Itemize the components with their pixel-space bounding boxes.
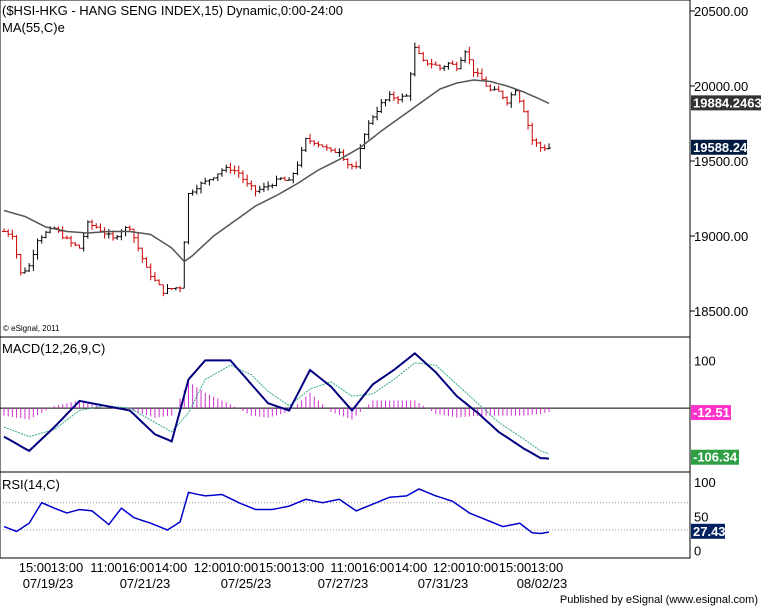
- time-axis-label: 10:00: [226, 560, 259, 575]
- macd-title: MACD(12,26,9,C): [2, 341, 105, 356]
- date-axis-label: 07/31/23: [418, 576, 469, 591]
- date-axis-label: 07/27/23: [318, 576, 369, 591]
- copyright-label: © eSignal, 2011: [3, 324, 60, 333]
- macd-layer: [0, 351, 690, 460]
- time-axis-label: 13:00: [531, 560, 564, 575]
- price-axis-label: 20000.00: [694, 79, 748, 94]
- time-axis-label: 14:00: [395, 560, 428, 575]
- rsi-axis-label: 50: [694, 509, 708, 524]
- price-panel-frame: [0, 0, 691, 338]
- ma-55-line: [3, 79, 550, 263]
- ma-indicator-label: MA(55,C)e: [2, 20, 65, 35]
- price-title: ($HSI-HKG - HANG SENG INDEX,15) Dynamic,…: [2, 3, 343, 18]
- macd-line: [3, 351, 550, 460]
- date-axis-label: 07/19/23: [23, 576, 74, 591]
- time-axis-label: 15:00: [259, 560, 292, 575]
- rsi-panel-frame: [0, 471, 691, 559]
- time-axis-label: 16:00: [362, 560, 395, 575]
- time-axis-label: 13:00: [292, 560, 325, 575]
- price-axis-label: 19000.00: [694, 229, 748, 244]
- ma-last-value-tag-bg: [691, 95, 761, 111]
- rsi-axis-label: 100: [694, 475, 716, 490]
- time-axis-label: 12:00: [433, 560, 466, 575]
- rsi-last-tag: 27.43: [693, 524, 726, 539]
- date-axis-label: 08/02/23: [517, 576, 568, 591]
- time-axis-label: 12:00: [194, 560, 227, 575]
- time-axis-label: 15:00: [499, 560, 532, 575]
- time-axis-label: 11:00: [90, 560, 122, 575]
- time-axis-label: 15:00: [19, 560, 52, 575]
- axis-layer: 18500.00 19000.00 19500.00 20000.00 20500.00…: [19, 4, 762, 591]
- time-axis-label: 16:00: [122, 560, 155, 575]
- rsi-title: RSI(14,C): [2, 477, 60, 492]
- rsi-axis-label: 0: [694, 544, 701, 559]
- price-axis-label: 19500.00: [694, 154, 748, 169]
- macd-last-tag-bg: [691, 449, 739, 465]
- rsi-last-tag-bg: [691, 523, 725, 539]
- macd-axis-label: 100: [694, 353, 716, 368]
- last-price-tag-bg: [691, 139, 747, 155]
- macd-signal-line: [3, 362, 550, 455]
- ma-last-value-tag: 19884.2463: [693, 95, 762, 110]
- price-layer: [2, 42, 551, 297]
- macd-signal-tag-bg: [691, 405, 731, 421]
- date-axis-label: 07/21/23: [120, 576, 171, 591]
- time-axis-label: 11:00: [330, 560, 362, 575]
- date-axis-label: 07/25/23: [221, 576, 272, 591]
- time-axis-label: 10:00: [466, 560, 499, 575]
- price-axis-label: 20500.00: [694, 4, 748, 19]
- publisher-footer: Published by eSignal (www.esignal.com): [560, 594, 758, 606]
- rsi-layer: [0, 488, 690, 535]
- time-axis-label: 14:00: [155, 560, 188, 575]
- price-axis-label: 18500.00: [694, 304, 748, 319]
- last-price-tag: 19588.24: [693, 140, 748, 155]
- macd-last-tag: -106.34: [693, 450, 738, 465]
- macd-signal-tag: -12.51: [693, 405, 730, 420]
- rsi-line: [3, 488, 550, 535]
- time-axis-label: 13:00: [51, 560, 84, 575]
